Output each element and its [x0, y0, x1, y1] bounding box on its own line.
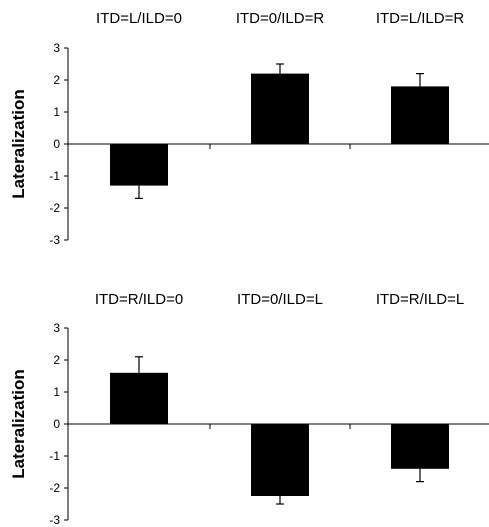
bar [110, 372, 168, 424]
y-tick-label: 3 [53, 41, 60, 55]
y-tick-label: 0 [53, 137, 60, 151]
y-tick-label: 1 [53, 385, 60, 399]
y-tick-label: -3 [49, 513, 60, 527]
category-label: ITD=R/ILD=0 [95, 291, 183, 308]
y-tick-label: -3 [49, 233, 60, 247]
y-axis-label: Lateralization [9, 369, 28, 479]
y-tick-label: 2 [53, 73, 60, 87]
bar [251, 73, 309, 144]
y-tick-label: -1 [49, 169, 60, 183]
category-label: ITD=R/ILD=L [376, 291, 464, 308]
y-tick-label: 0 [53, 417, 60, 431]
y-tick-label: -2 [49, 481, 60, 495]
category-label: ITD=L/ILD=0 [96, 10, 182, 27]
y-tick-label: -2 [49, 201, 60, 215]
category-label: ITD=L/ILD=R [376, 10, 465, 27]
y-tick-label: 1 [53, 105, 60, 119]
y-tick-label: 2 [53, 353, 60, 367]
bar [391, 424, 449, 469]
y-tick-label: 3 [53, 321, 60, 335]
category-label: ITD=0/ILD=L [237, 291, 323, 308]
bar [110, 144, 168, 186]
bar [251, 424, 309, 496]
y-axis-label: Lateralization [9, 89, 28, 199]
category-label: ITD=0/ILD=R [236, 10, 325, 27]
bar [391, 86, 449, 144]
y-tick-label: -1 [49, 449, 60, 463]
